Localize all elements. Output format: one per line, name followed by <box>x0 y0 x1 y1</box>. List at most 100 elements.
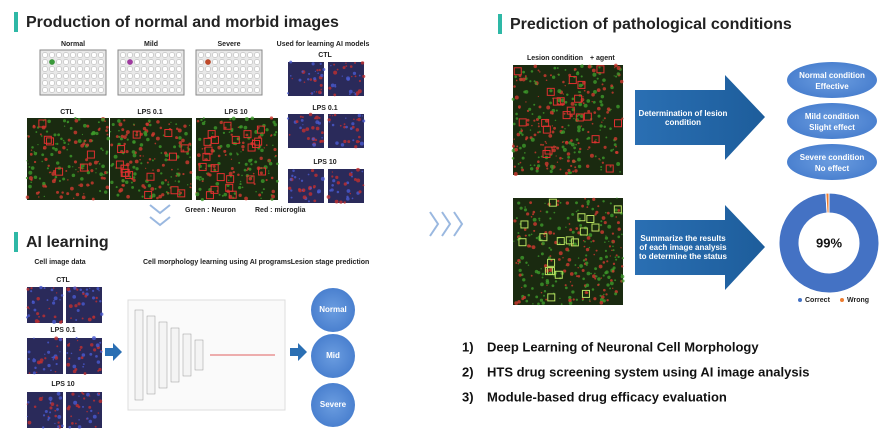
cell <box>355 128 360 132</box>
well <box>98 73 104 79</box>
cell <box>47 119 51 124</box>
cell <box>560 303 563 305</box>
well <box>254 59 260 65</box>
cell <box>561 141 564 143</box>
cell <box>343 182 347 186</box>
cell <box>592 100 596 104</box>
cell <box>525 261 528 264</box>
well <box>198 52 204 58</box>
cell <box>345 65 348 68</box>
cell <box>527 264 530 266</box>
box <box>86 150 95 159</box>
cell <box>57 421 60 424</box>
cell <box>347 140 351 144</box>
cell <box>530 274 533 277</box>
cell <box>198 137 202 141</box>
title-bar <box>14 232 18 252</box>
well <box>127 87 133 93</box>
cell <box>82 142 86 146</box>
cell <box>219 144 223 148</box>
cell <box>523 208 528 212</box>
label: Used for learning AI models <box>277 41 370 48</box>
cell <box>72 364 77 369</box>
cell <box>229 118 232 121</box>
cell <box>614 63 618 68</box>
cell <box>118 189 122 193</box>
cell <box>596 106 601 111</box>
well <box>141 66 147 72</box>
cell <box>83 123 87 128</box>
cell <box>540 282 544 287</box>
cell <box>52 359 55 361</box>
well <box>127 66 133 72</box>
cell <box>586 236 591 240</box>
label: Normal <box>319 305 347 314</box>
box <box>513 67 522 76</box>
arrow <box>105 343 122 361</box>
cell <box>51 179 56 184</box>
cell <box>88 184 90 187</box>
cell <box>56 391 61 396</box>
cell <box>580 75 583 78</box>
cnn-layer <box>194 339 204 371</box>
box <box>210 135 219 144</box>
cell <box>58 338 63 342</box>
well <box>49 52 55 58</box>
cell <box>85 288 89 291</box>
cell <box>244 162 248 166</box>
label: Mild <box>144 41 158 48</box>
cell <box>346 181 350 185</box>
cell <box>70 415 73 418</box>
cell <box>516 132 521 137</box>
well <box>70 80 76 86</box>
cell <box>527 244 531 248</box>
cell <box>54 143 57 145</box>
arrow-label: Summarize the results of each image anal… <box>638 234 727 261</box>
cell <box>512 143 514 145</box>
cell <box>271 194 276 199</box>
box <box>547 293 556 302</box>
cell <box>603 145 607 149</box>
cell <box>581 299 584 302</box>
cell <box>519 146 522 150</box>
cell <box>599 294 602 297</box>
cell <box>570 164 573 168</box>
cell <box>602 87 607 91</box>
cell <box>173 145 177 149</box>
cell <box>513 172 518 177</box>
cell <box>300 118 304 122</box>
cell <box>615 254 618 257</box>
cell <box>582 102 585 105</box>
box <box>591 135 600 144</box>
cell <box>528 234 531 237</box>
box <box>180 144 189 153</box>
cell <box>555 155 557 157</box>
cell <box>603 125 606 128</box>
box <box>198 162 207 171</box>
cell <box>517 262 520 265</box>
cell <box>520 129 524 132</box>
cell <box>320 176 325 181</box>
cell <box>316 69 319 72</box>
cell <box>537 302 540 306</box>
cell <box>541 276 544 279</box>
cell <box>616 221 620 225</box>
label: Normal <box>61 41 85 48</box>
cell <box>207 164 211 168</box>
well <box>247 73 253 79</box>
cell <box>145 122 150 127</box>
cell <box>606 283 610 287</box>
cell <box>95 300 98 303</box>
cell <box>573 118 575 120</box>
legend-dot <box>840 298 844 302</box>
cell <box>67 138 71 142</box>
label: 2) <box>462 364 474 379</box>
cell <box>76 288 79 291</box>
cell <box>101 117 105 122</box>
cell <box>253 182 256 186</box>
well <box>198 87 204 93</box>
cell <box>299 126 302 130</box>
cell <box>612 249 615 252</box>
cell <box>28 184 32 189</box>
cell <box>275 162 279 166</box>
